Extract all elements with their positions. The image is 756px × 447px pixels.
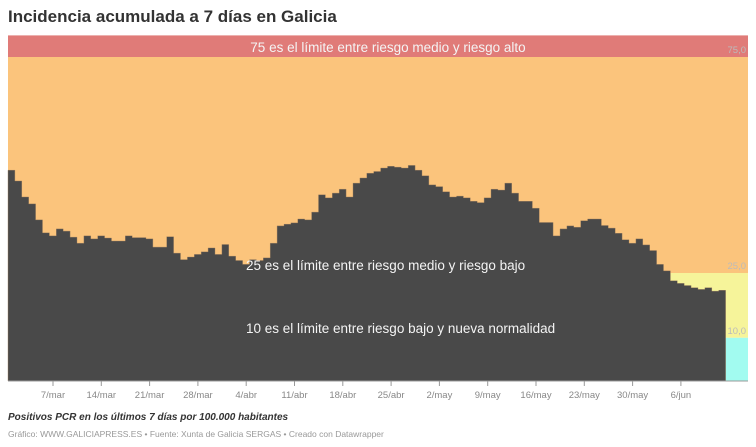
x-tick-label: 11/abr (281, 390, 307, 401)
threshold-label: 10,0 (728, 326, 747, 337)
threshold-label: 25,0 (728, 261, 747, 272)
band-high-risk (8, 35, 748, 57)
x-tick-label: 14/mar (87, 390, 117, 401)
x-tick-label: 16/may (520, 390, 551, 401)
incidence-bars (7, 165, 726, 382)
x-tick-label: 9/may (475, 390, 501, 401)
threshold-annotation: 10 es el límite entre riesgo bajo y nuev… (246, 321, 555, 336)
x-tick-label: 21/mar (135, 390, 165, 401)
incidence-chart: 7/mar 14/mar 21/mar 28/mar 4/abr 11/abr 18/abr… (7, 35, 748, 401)
chart-notes: Positivos PCR en los últimos 7 días por … (8, 412, 289, 423)
x-tick-label: 25/abr (378, 390, 405, 401)
threshold-label: 75,0 (728, 45, 747, 56)
threshold-annotation: 75 es el límite entre riesgo medio y rie… (250, 40, 525, 55)
x-tick-label: 4/abr (235, 390, 257, 401)
chart-credit: Gráfico: WWW.GALICIAPRESS.ES • Fuente: X… (8, 429, 384, 439)
x-tick-label: 30/may (617, 390, 648, 401)
chart-title: Incidencia acumulada a 7 días en Galicia (8, 7, 337, 26)
x-tick-label: 7/mar (41, 390, 65, 401)
x-tick-label: 28/mar (183, 390, 213, 401)
x-tick-label: 2/may (426, 390, 452, 401)
threshold-annotation: 25 es el límite entre riesgo medio y rie… (246, 258, 525, 273)
x-tick-label: 23/may (569, 390, 600, 401)
x-tick-label: 18/abr (329, 390, 356, 401)
x-tick-label: 6/jun (671, 390, 692, 401)
